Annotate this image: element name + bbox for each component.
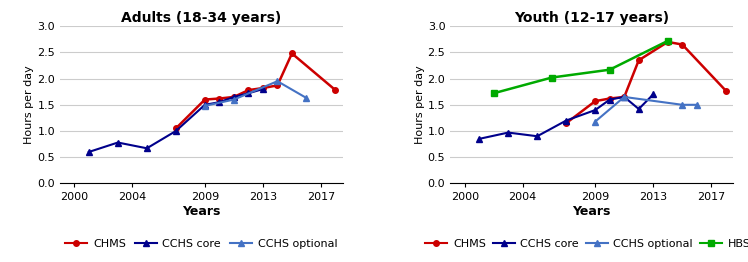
Y-axis label: Hours per day: Hours per day <box>415 66 425 144</box>
Y-axis label: Hours per day: Hours per day <box>25 66 34 144</box>
X-axis label: Years: Years <box>572 205 611 218</box>
Title: Youth (12-17 years): Youth (12-17 years) <box>514 11 669 25</box>
Legend: CHMS, CCHS core, CCHS optional, HBSC: CHMS, CCHS core, CCHS optional, HBSC <box>425 239 748 249</box>
Legend: CHMS, CCHS core, CCHS optional: CHMS, CCHS core, CCHS optional <box>65 239 337 249</box>
Title: Adults (18-34 years): Adults (18-34 years) <box>121 11 281 25</box>
X-axis label: Years: Years <box>182 205 221 218</box>
